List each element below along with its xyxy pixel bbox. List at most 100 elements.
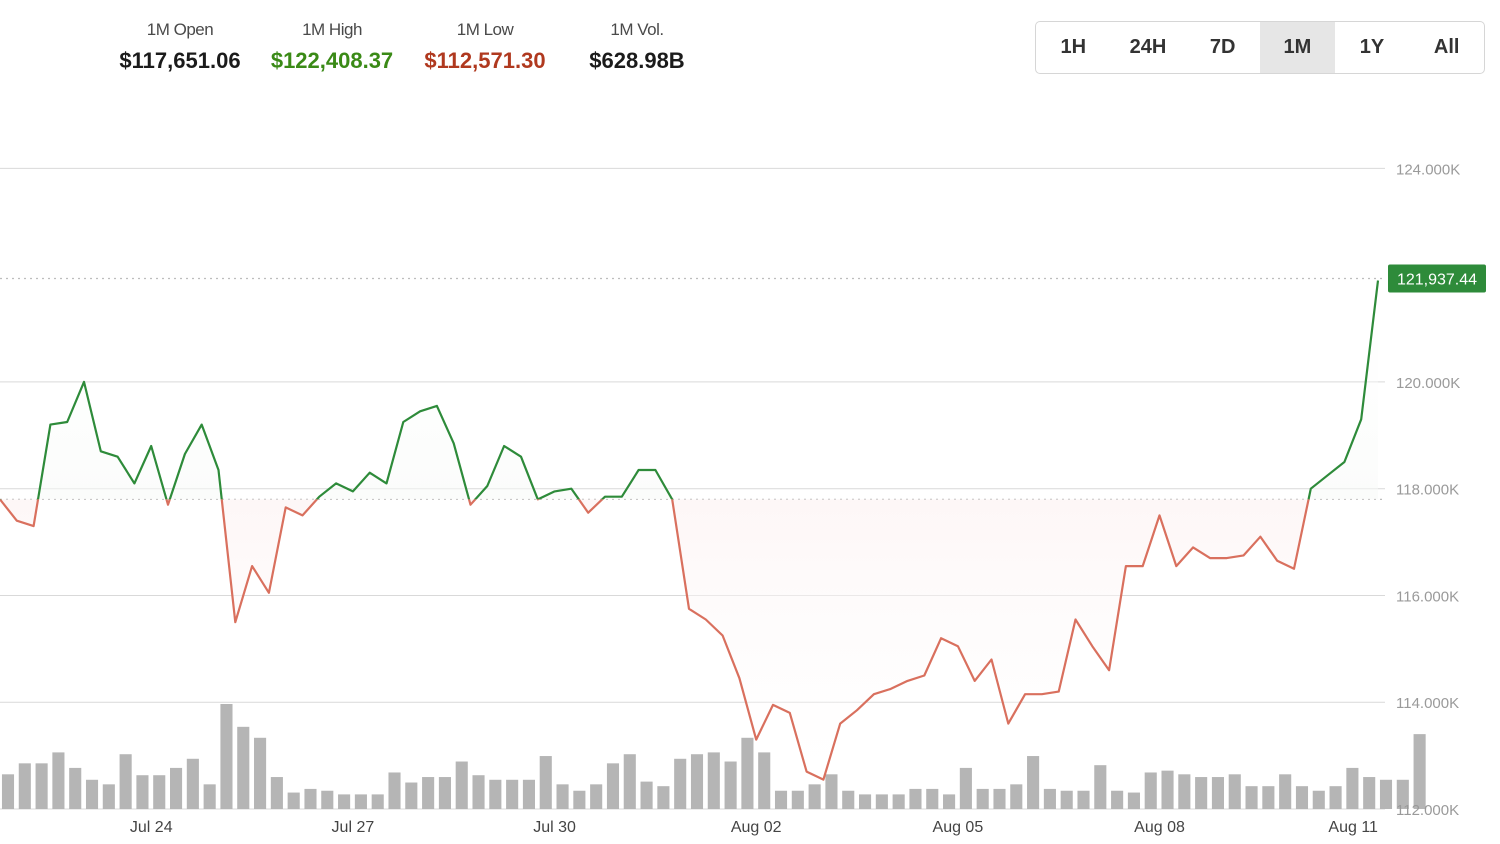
volume-bar (1010, 784, 1023, 809)
volume-bar (304, 788, 317, 809)
volume-bar (287, 792, 300, 809)
timeframe-button-1h[interactable]: 1H (1060, 36, 1087, 58)
y-tick-label: 118.000K (1396, 482, 1459, 499)
x-tick-label: Jul 30 (533, 819, 576, 836)
y-tick-label: 124.000K (1396, 161, 1460, 178)
volume-bar (1060, 790, 1073, 809)
volume-bar (35, 763, 48, 809)
x-tick-label: Aug 05 (933, 819, 984, 836)
stat-label: 1M Open (146, 20, 214, 39)
volume-bar (1127, 792, 1140, 809)
volume-bar (119, 754, 132, 809)
volume-bar (976, 788, 989, 809)
volume-bar (1144, 772, 1157, 809)
volume-bar (338, 794, 351, 809)
volume-bar (405, 782, 418, 809)
volume-bar (623, 754, 636, 809)
volume-bar (1178, 774, 1191, 809)
volume-bar (1363, 777, 1376, 809)
current-price-tag: 121,937.44 (1388, 264, 1486, 293)
volume-bar (1077, 790, 1090, 809)
volume-bar (18, 763, 31, 809)
volume-bar (539, 756, 552, 809)
volume-bar (858, 794, 872, 809)
volume-bar (892, 794, 905, 809)
volume-bar (791, 790, 804, 809)
area-fills (0, 280, 1378, 780)
volume-bar (758, 752, 771, 809)
volume-bar (52, 752, 65, 809)
area-fill-below-open (0, 499, 1309, 780)
volume-bar (993, 788, 1006, 809)
volume-bar (1161, 770, 1174, 809)
x-tick-label: Jul 24 (130, 819, 173, 836)
volume-bar (640, 781, 653, 809)
volume-bar (1245, 786, 1258, 809)
timeframe-button-24h[interactable]: 24H (1129, 36, 1167, 58)
current-price-label: 121,937.44 (1397, 271, 1477, 288)
volume-bar (690, 754, 704, 809)
volume-bar (674, 758, 687, 809)
volume-bar (808, 784, 821, 809)
volume-bar (371, 794, 384, 809)
volume-bar (1346, 767, 1359, 809)
volume-bar (186, 758, 199, 809)
volume-bar (1211, 777, 1225, 809)
volume-bar (438, 777, 451, 809)
volume-bar (69, 767, 82, 809)
volume-bar (959, 767, 972, 809)
stat-1m-open: 1M Open $117,651.06 (100, 20, 260, 74)
volume-bar (220, 704, 233, 809)
volume-bar (875, 794, 888, 809)
volume-bar (926, 788, 939, 809)
x-tick-label: Aug 02 (731, 819, 782, 836)
volume-bar (842, 790, 855, 809)
volume-bar (556, 784, 569, 809)
timeframe-button-1y[interactable]: 1Y (1359, 36, 1385, 58)
stat-1m-low: 1M Low $112,571.30 (405, 20, 565, 74)
volume-bar (943, 794, 956, 809)
current-price-tag-bg (1388, 264, 1486, 293)
y-tick-label: 120.000K (1396, 375, 1460, 392)
timeframe-button-7d[interactable]: 7D (1209, 36, 1236, 58)
volume-bar (724, 761, 737, 809)
volume-bar (657, 786, 670, 809)
stat-label: 1M High (302, 20, 362, 39)
volume-bar (354, 794, 367, 809)
stat-value: $112,571.30 (424, 48, 546, 73)
volume-bar (472, 775, 485, 809)
volume-bar (1396, 779, 1409, 809)
volume-bar (1195, 777, 1208, 809)
stat-1m-high: 1M High $122,408.37 (252, 20, 412, 74)
price-line (0, 280, 1380, 781)
volume-bar (522, 779, 536, 809)
volume-bar (1295, 786, 1309, 809)
volume-bar (1379, 779, 1393, 809)
volume-bar (1027, 756, 1040, 809)
volume-bar (741, 737, 754, 809)
volume-bar (1, 774, 15, 809)
volume-bar (1228, 774, 1241, 809)
volume-bar (1043, 788, 1056, 809)
volume-bar (774, 790, 788, 809)
volume-bar (422, 777, 435, 809)
volume-bar (606, 763, 620, 809)
volume-bar (909, 788, 922, 809)
x-tick-label: Jul 27 (332, 819, 375, 836)
stat-value: $117,651.06 (119, 48, 241, 73)
timeframe-button-all[interactable]: All (1433, 36, 1460, 58)
volume-bar (455, 761, 468, 809)
stat-label: 1M Low (456, 20, 514, 39)
stat-value: $628.98B (589, 48, 685, 73)
axes: 124.000K 120.000K 118.000K 116.000K 114.000K… (130, 161, 1486, 836)
volume-bar (1094, 765, 1107, 809)
volume-bar (270, 777, 283, 809)
volume-bar (707, 752, 720, 809)
volume-bar (573, 790, 586, 809)
timeframe-button-1m[interactable]: 1M (1260, 22, 1335, 73)
volume-bar (153, 775, 166, 809)
volume-bar (825, 774, 838, 809)
price-line-down (0, 499, 1310, 781)
volume-bar (1413, 734, 1426, 809)
